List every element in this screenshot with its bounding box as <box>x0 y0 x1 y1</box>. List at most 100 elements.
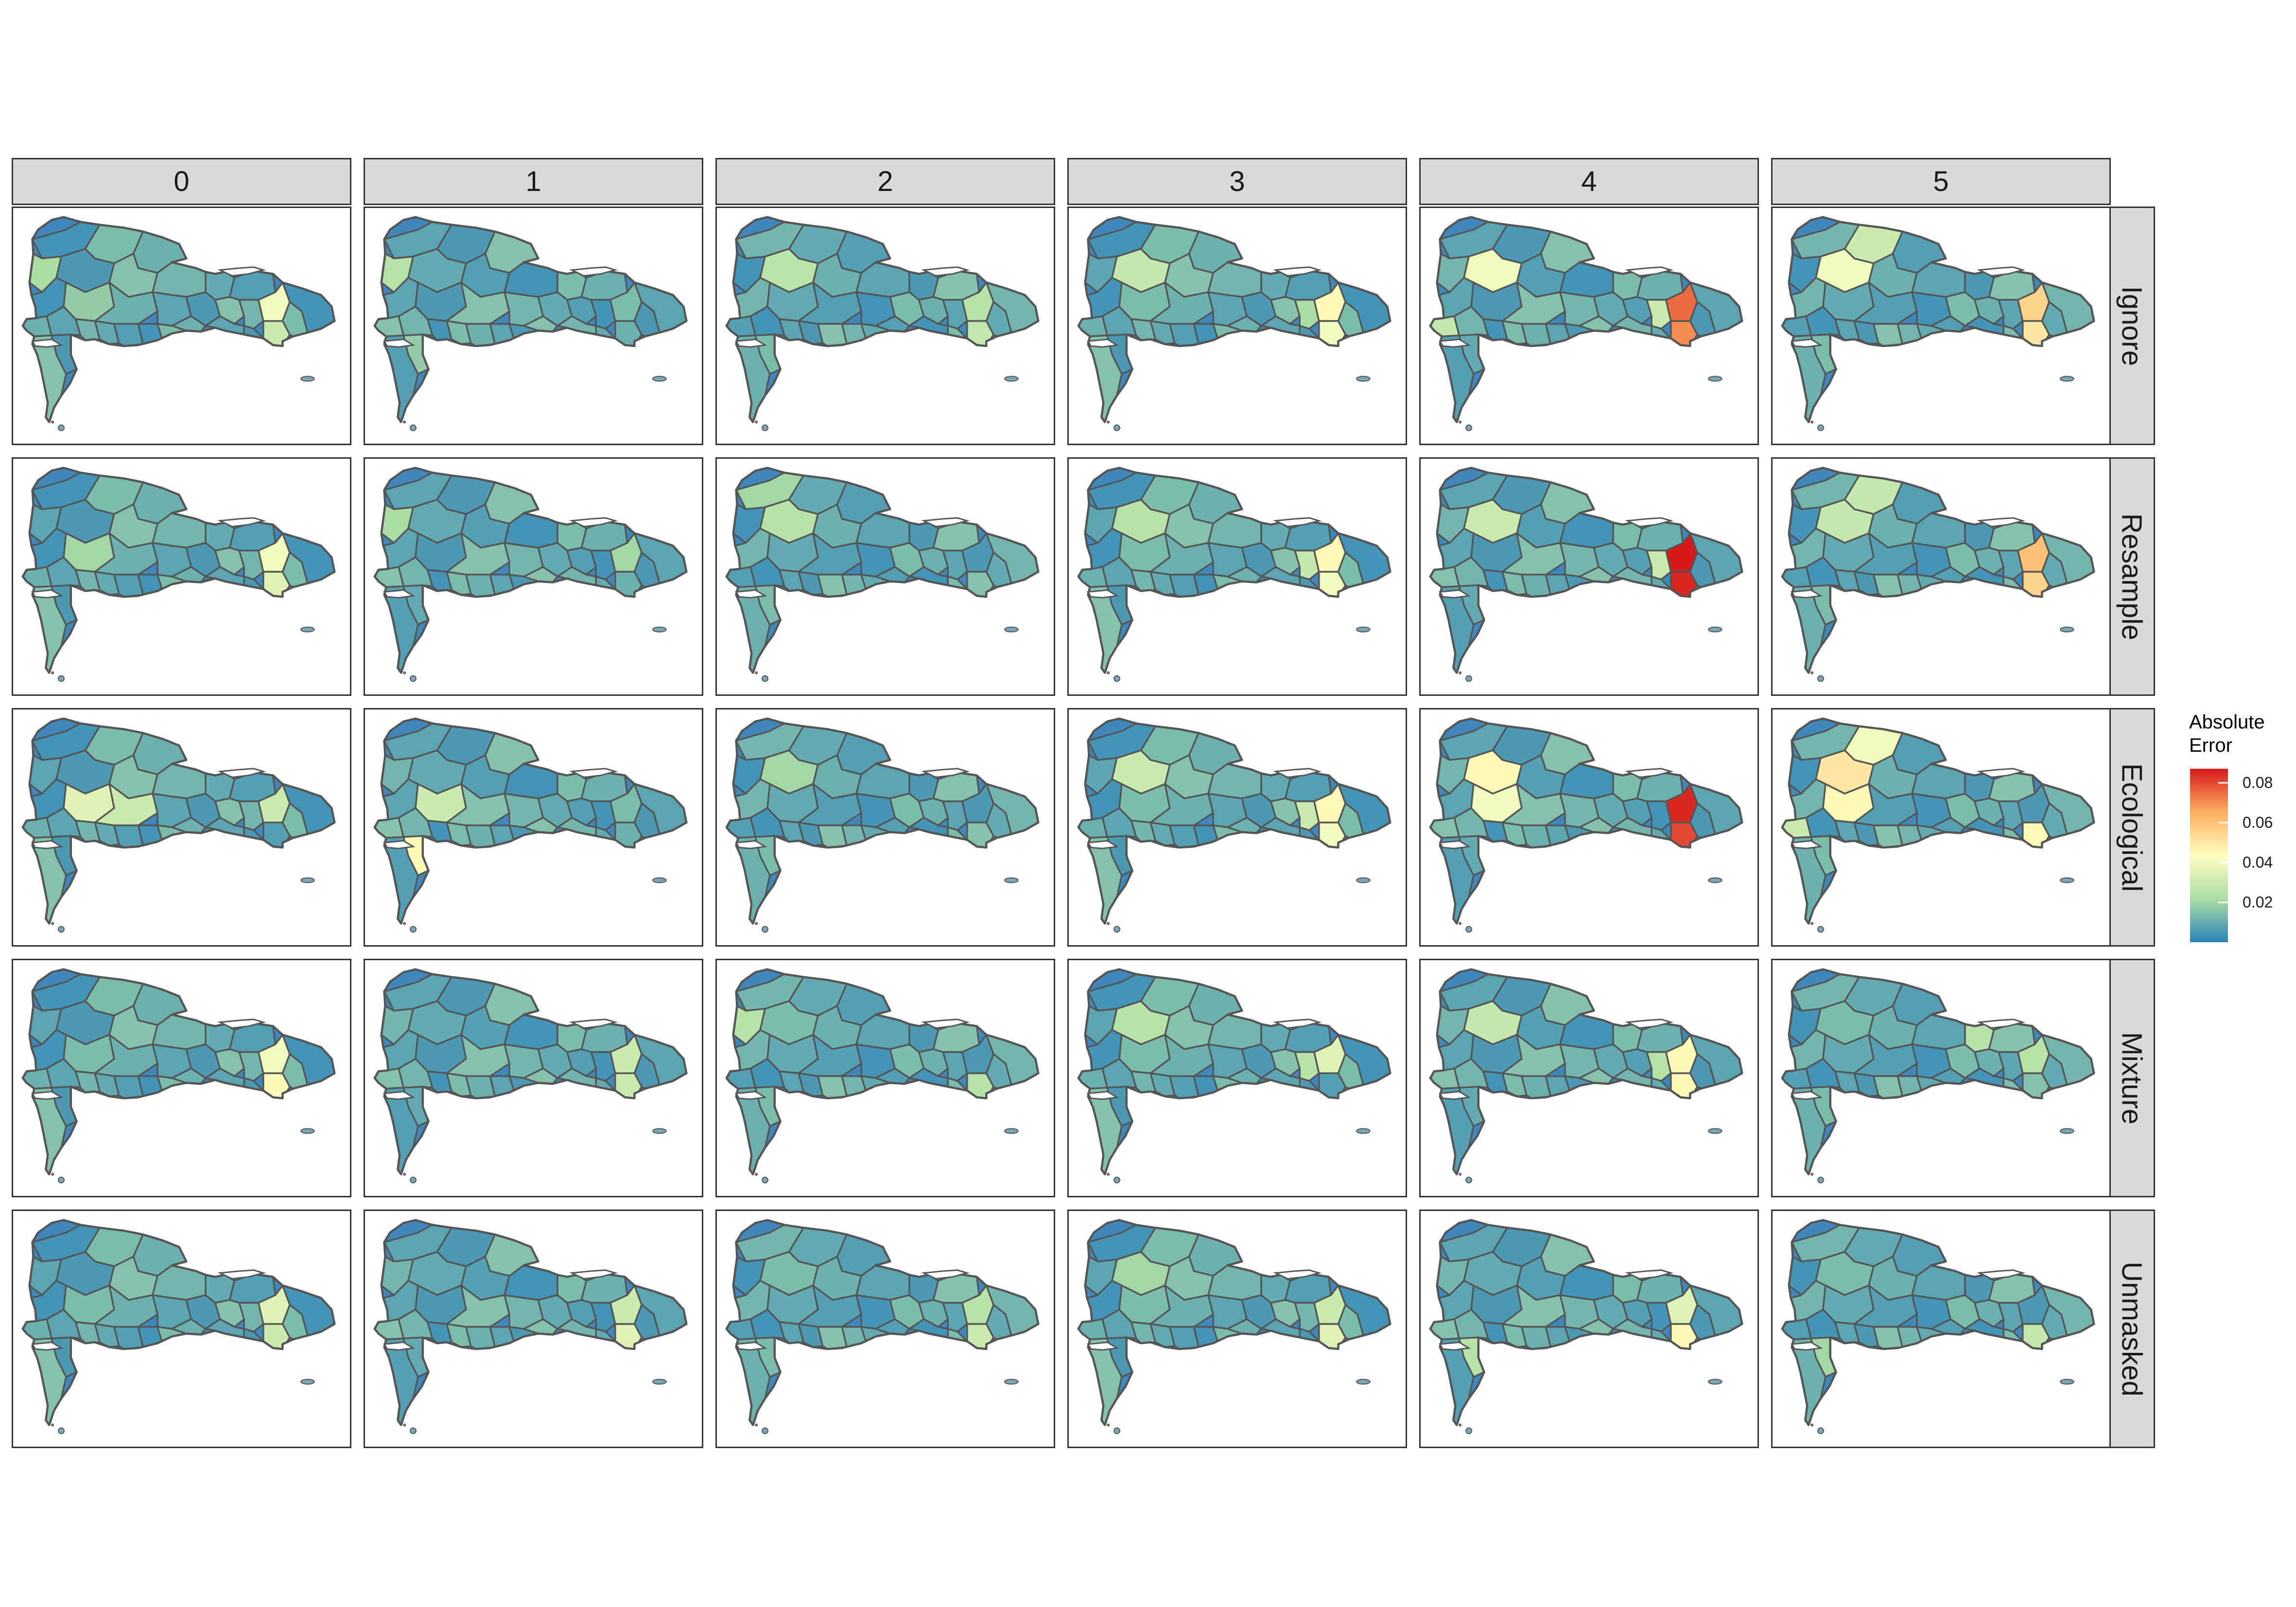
bay-shape <box>1625 517 1674 528</box>
island-shape <box>300 1379 315 1385</box>
province-region <box>874 1318 910 1336</box>
choropleth-map <box>1077 717 1392 933</box>
lake-shape <box>1791 840 1823 849</box>
legend-tick-label: 0.06 <box>2243 813 2273 831</box>
map-panel <box>1067 708 1407 947</box>
map-panel <box>12 1210 351 1448</box>
island-shape <box>2060 877 2074 883</box>
island-shape <box>1113 675 1120 682</box>
island-shape <box>410 424 417 432</box>
choropleth-map <box>1781 467 2095 682</box>
province-region <box>171 315 207 333</box>
facet-row-header: Ignore <box>2108 207 2155 445</box>
island-shape <box>300 376 315 382</box>
map-panel <box>1419 207 1759 445</box>
island-shape <box>1004 1379 1019 1385</box>
choropleth-map <box>373 467 688 682</box>
province-region <box>1226 1067 1262 1085</box>
map-panel <box>12 457 351 696</box>
island-shape <box>1113 1176 1120 1184</box>
island-shape <box>1810 1423 1814 1427</box>
bay-shape <box>217 1269 266 1280</box>
island-shape <box>2060 376 2074 382</box>
choropleth-map <box>373 717 688 933</box>
province-region <box>1226 566 1262 584</box>
bay-shape <box>569 768 618 778</box>
island-shape <box>1107 922 1110 925</box>
province-region <box>171 566 207 584</box>
island-shape <box>410 1176 417 1184</box>
bay-shape <box>217 517 266 528</box>
country-outline <box>725 1219 1040 1426</box>
lake-shape <box>1439 840 1471 849</box>
bay-shape <box>1977 768 2026 778</box>
choropleth-map <box>21 717 336 933</box>
province-region <box>874 816 910 834</box>
choropleth-map <box>373 968 688 1184</box>
map-panel <box>1771 1210 2111 1448</box>
province-region <box>1930 315 1966 333</box>
island-shape <box>1817 675 1824 682</box>
province-region <box>1149 821 1176 847</box>
island-shape <box>1004 626 1019 633</box>
choropleth-map <box>21 467 336 682</box>
island-shape <box>1459 922 1462 925</box>
choropleth-map <box>21 216 336 432</box>
country-outline <box>1429 467 1743 674</box>
country-outline <box>21 968 336 1175</box>
bay-shape <box>569 517 618 528</box>
choropleth-map <box>725 1219 1040 1434</box>
lake-shape <box>735 1341 767 1351</box>
country-outline <box>21 467 336 674</box>
country-outline <box>21 216 336 423</box>
province-region <box>171 1067 207 1085</box>
province-region <box>798 570 824 596</box>
province-region <box>1149 570 1176 596</box>
island-shape <box>58 926 65 933</box>
lake-shape <box>31 840 64 849</box>
map-panel <box>364 708 703 947</box>
map-panel <box>1067 457 1407 696</box>
island-shape <box>300 1128 315 1134</box>
island-shape <box>755 671 758 674</box>
province-region <box>446 1072 472 1097</box>
island-shape <box>1817 424 1824 432</box>
province-region <box>1930 566 1966 584</box>
island-shape <box>652 877 667 883</box>
lake-shape <box>1087 1341 1119 1351</box>
country-outline <box>725 216 1040 423</box>
island-shape <box>1465 926 1472 933</box>
island-shape <box>762 424 768 432</box>
province-region <box>522 816 558 834</box>
island-shape <box>51 671 54 674</box>
island-shape <box>1465 675 1472 682</box>
map-panel <box>1771 708 2111 947</box>
island-shape <box>1708 1379 1722 1385</box>
choropleth-map <box>1781 216 2095 432</box>
province-region <box>1930 1067 1966 1085</box>
country-outline <box>1077 216 1392 423</box>
bay-shape <box>921 1269 970 1280</box>
country-outline <box>1077 968 1392 1175</box>
province-region <box>446 320 472 345</box>
province-region <box>522 1067 558 1085</box>
legend-tick-mark <box>2218 862 2228 864</box>
lake-shape <box>31 589 64 599</box>
facet-row-label: Mixture <box>2116 1032 2147 1124</box>
facet-row-header: Resample <box>2108 457 2155 696</box>
province-region <box>1578 315 1614 333</box>
facet-column-header: 5 <box>1771 158 2111 205</box>
lake-shape <box>735 840 767 849</box>
choropleth-map <box>1429 467 1743 682</box>
island-shape <box>51 1423 54 1427</box>
province-region <box>874 566 910 584</box>
map-panel <box>12 708 351 947</box>
island-shape <box>1810 922 1814 925</box>
province-region <box>1930 816 1966 834</box>
choropleth-map <box>725 717 1040 933</box>
map-panel <box>1771 457 2111 696</box>
lake-shape <box>735 1090 767 1100</box>
province-region <box>1853 320 1879 345</box>
province-region <box>1578 816 1614 834</box>
island-shape <box>1356 1128 1371 1134</box>
